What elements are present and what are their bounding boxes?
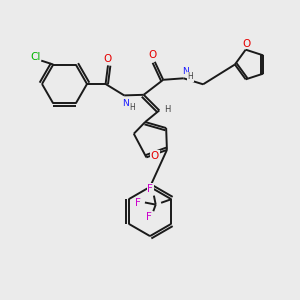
Text: O: O <box>148 50 157 60</box>
Text: F: F <box>147 184 153 194</box>
Text: H: H <box>187 72 193 81</box>
Text: H: H <box>164 105 171 114</box>
Text: N: N <box>182 67 188 76</box>
Text: O: O <box>243 39 251 49</box>
Text: Cl: Cl <box>30 52 40 62</box>
Text: N: N <box>122 99 129 108</box>
Text: F: F <box>146 212 152 222</box>
Text: O: O <box>151 151 159 161</box>
Text: F: F <box>135 198 141 208</box>
Text: O: O <box>104 54 112 64</box>
Text: H: H <box>130 103 136 112</box>
